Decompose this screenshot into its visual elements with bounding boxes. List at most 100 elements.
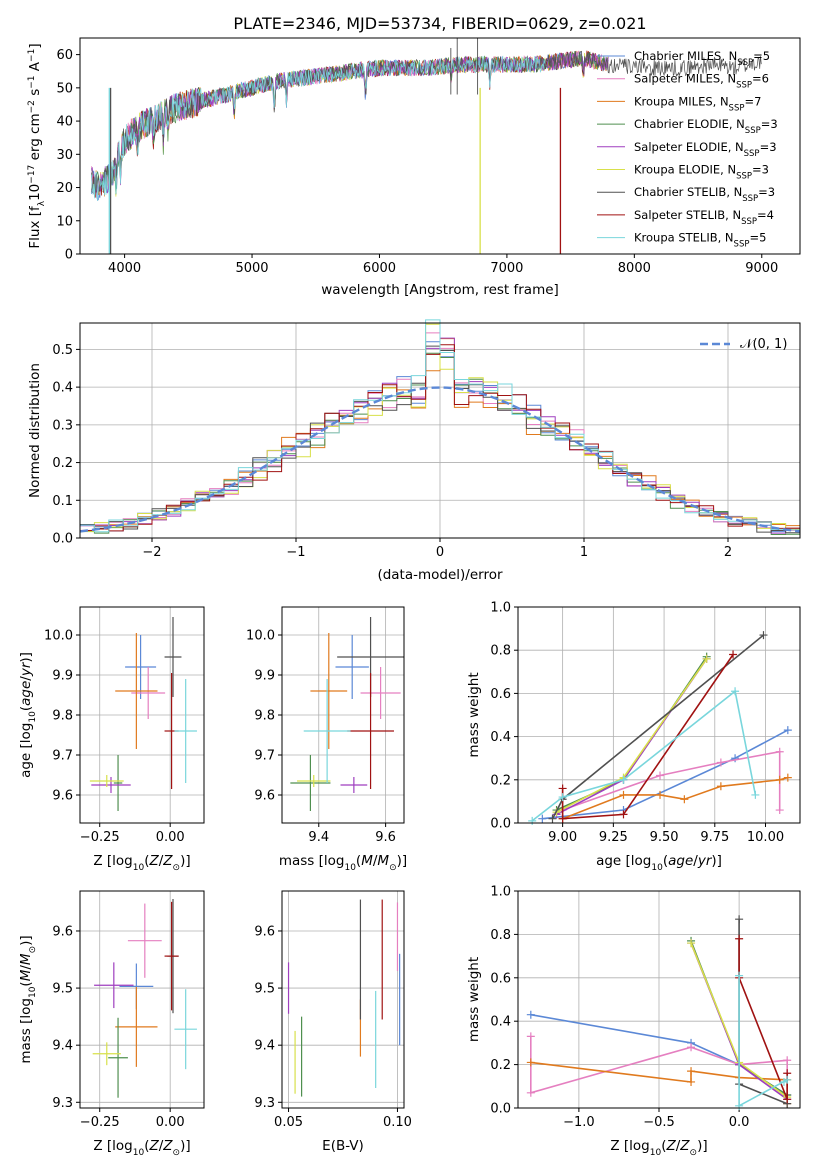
y-tick-label: 0.6 — [490, 687, 511, 702]
weight-marker — [526, 1032, 535, 1041]
weight-marker — [702, 654, 711, 663]
weight-marker — [687, 939, 696, 948]
chart-title: PLATE=2346, MJD=53734, FIBERID=0629, z=0… — [233, 14, 646, 33]
y-tick-label: 60 — [56, 48, 73, 63]
weight-series — [542, 729, 789, 820]
y-tick-label: 0.2 — [490, 1058, 511, 1073]
axes-frame — [79, 890, 205, 1109]
y-tick-label: 9.8 — [52, 709, 73, 724]
x-tick-label: −1.0 — [563, 1115, 595, 1130]
y-tick-label: 9.8 — [254, 709, 275, 724]
x-axis-label: E(B-V) — [322, 1138, 364, 1154]
weight-marker — [526, 1058, 535, 1067]
y-tick-label: 9.6 — [52, 789, 73, 804]
mass_vs_ebv-panel: 0.05 0.10 9.3 9.4 9.5 9.6 E(B-V) — [254, 890, 412, 1154]
y-tick-label: 0.4 — [52, 381, 73, 396]
axes-frame — [281, 890, 405, 1109]
mass_vs_Z-panel: −0.25 0.00 9.3 9.4 9.5 9.6 Z [log10(Z/Z⊙)] mass… — [18, 890, 205, 1158]
y-axis-label: mass weight — [466, 957, 482, 1042]
y-tick-label: 0.0 — [490, 817, 511, 832]
weight-marker — [528, 816, 537, 825]
x-tick-label: −1 — [286, 545, 305, 560]
y-tick-label: 9.6 — [52, 924, 73, 939]
weight-marker — [687, 1043, 696, 1052]
y-axis-label: mass [log10(M/M⊙)] — [18, 935, 38, 1063]
y-tick-label: 9.4 — [52, 1039, 73, 1054]
x-axis-label: age [log10(age/yr)] — [596, 853, 722, 873]
y-tick-label: 9.3 — [52, 1096, 73, 1111]
x-axis-label: (data-model)/error — [377, 567, 503, 583]
x-tick-label: −0.25 — [80, 1115, 120, 1130]
x-tick-label: 4000 — [108, 261, 141, 276]
weight-marker — [680, 795, 689, 804]
normal-curve — [79, 386, 801, 533]
y-tick-label: 9.6 — [254, 789, 275, 804]
x-tick-label: 1 — [580, 545, 588, 560]
weight-marker — [558, 814, 567, 823]
legend-entry: Kroupa STELIB, NSSP=5 — [634, 231, 766, 250]
weight-marker — [731, 687, 740, 696]
y-tick-label: 9.7 — [254, 749, 275, 764]
weight-marker — [783, 1095, 792, 1104]
x-tick-label: 9.6 — [375, 830, 396, 845]
y-tick-label: 1.0 — [490, 601, 511, 616]
y-tick-label: 0 — [65, 248, 73, 263]
spectrum-panel: 4000 5000 6000 7000 8000 9000 0 10 20 30 40 50 60 wav… — [27, 37, 801, 298]
age_vs_Z-panel: −0.25 0.00 9.6 9.7 9.8 9.9 10.0 Z [log10(Z/Z⊙)]… — [18, 606, 205, 873]
legend-entry: Salpeter ELODIE, NSSP=3 — [634, 140, 777, 159]
axes-frame — [517, 606, 801, 824]
axes-frame — [79, 322, 801, 539]
weight-marker — [735, 915, 744, 924]
y-tick-label: 0.0 — [490, 1102, 511, 1117]
weight-marker — [779, 1077, 788, 1086]
weight-marker — [751, 790, 760, 799]
y-tick-label: 0.6 — [490, 971, 511, 986]
x-tick-label: 8000 — [618, 261, 651, 276]
x-tick-label: 9.4 — [308, 830, 329, 845]
weight-marker — [759, 631, 768, 640]
legend-entry: Chabrier ELODIE, NSSP=3 — [634, 117, 778, 136]
y-tick-label: 0.1 — [52, 494, 73, 509]
weight-marker — [538, 814, 547, 823]
x-tick-label: 0.00 — [156, 830, 185, 845]
x-axis-label: mass [log10(M/M⊙)] — [279, 853, 407, 873]
weight_vs_Z-panel: −1.0 −0.5 0.0 0.0 0.2 0.4 0.6 0.8 1.0 Z [log10(Z/… — [466, 885, 801, 1158]
x-tick-label: 0.00 — [156, 1115, 185, 1130]
weight-marker — [783, 1056, 792, 1065]
legend-entry: Chabrier STELIB, NSSP=3 — [634, 185, 775, 204]
weight-marker — [775, 747, 784, 756]
y-axis-label: mass weight — [466, 672, 482, 757]
weight-marker — [731, 754, 740, 763]
weight-marker — [619, 810, 628, 819]
y-tick-label: 0.5 — [52, 343, 73, 358]
residual-panel: −2 −1 0 1 2 0.0 0.1 0.2 0.3 0.4 0.5 𝒩(0, 1) (data-mo… — [27, 319, 801, 583]
x-axis-label: Z [log10(Z/Z⊙)] — [93, 1138, 190, 1158]
weight-marker — [775, 775, 784, 784]
y-tick-label: 0.8 — [490, 644, 511, 659]
axes-frame — [281, 606, 405, 824]
weight-series — [738, 975, 788, 1108]
legend-entry: 𝒩(0, 1) — [740, 337, 787, 352]
y-tick-label: 0.8 — [490, 928, 511, 943]
y-tick-label: 40 — [56, 115, 73, 130]
y-axis-label: Flux [fλ10−17 erg cm−2 s−1 A−1] — [27, 43, 47, 248]
weight-marker — [716, 782, 725, 791]
weight-marker — [735, 934, 744, 943]
weight-marker — [775, 806, 784, 815]
y-axis-label: age [log10(age/yr)] — [18, 652, 38, 778]
x-tick-label: 0.0 — [729, 1115, 750, 1130]
x-axis-label: wavelength [Angstrom, rest frame] — [321, 282, 559, 298]
spectrum-line — [91, 55, 546, 201]
weight-marker — [656, 771, 665, 780]
weight-marker — [526, 1010, 535, 1019]
y-tick-label: 0.3 — [52, 418, 73, 433]
y-tick-label: 9.6 — [254, 924, 275, 939]
y-tick-label: 0.4 — [490, 1015, 511, 1030]
y-tick-label: 0.2 — [490, 773, 511, 788]
y-tick-label: 20 — [56, 181, 73, 196]
weight_vs_age-panel: 9.00 9.25 9.50 9.75 10.00 0.0 0.2 0.4 0.6 0.8 1.0 a… — [466, 601, 801, 873]
weight-series — [530, 1036, 788, 1095]
x-tick-label: 9.25 — [599, 830, 628, 845]
